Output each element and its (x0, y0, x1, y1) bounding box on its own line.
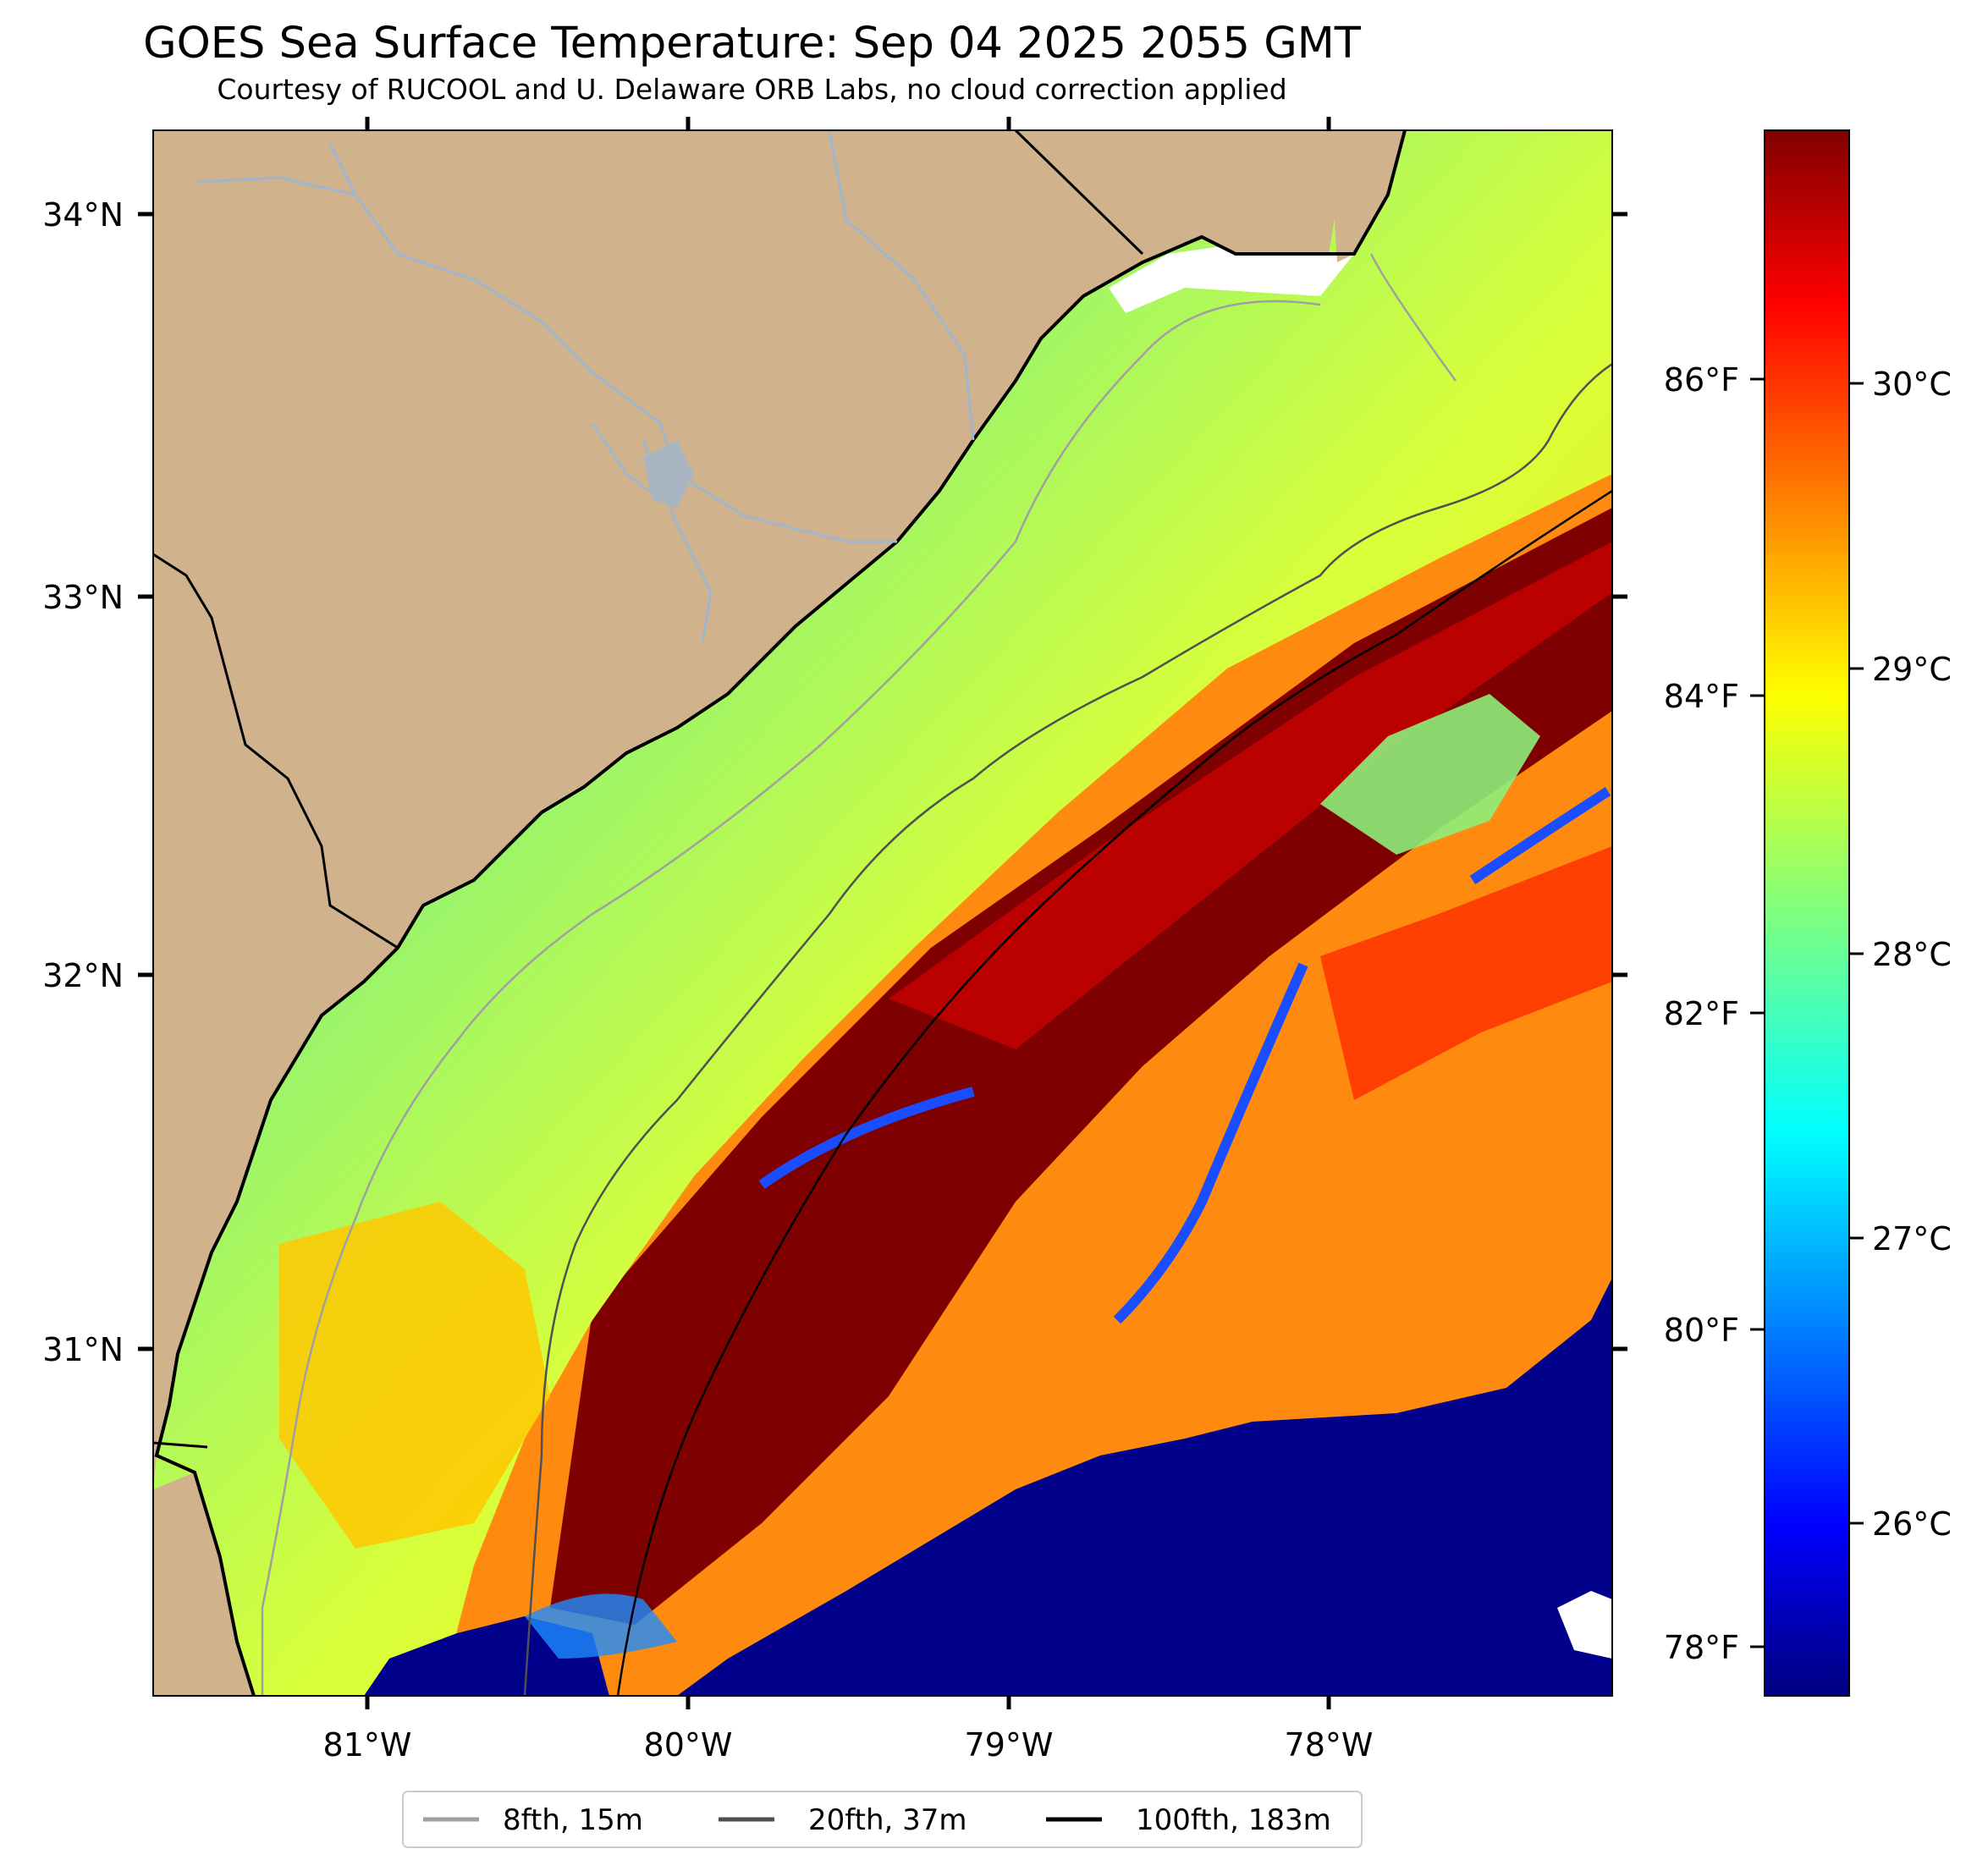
river-1 (194, 176, 897, 543)
longitude-axis: 81°W 80°W 79°W 78°W (323, 117, 1374, 1764)
state-border-nc-sc (1014, 130, 1144, 256)
white-cloud-patch (1557, 1591, 1612, 1659)
lat-tick-label: 33°N (42, 579, 124, 616)
celsius-tick-label: 30°C (1872, 366, 1952, 403)
cold-filament-1 (758, 1087, 975, 1189)
colorbar: 86°F 84°F 82°F 80°F 78°F 30°C 29°C 28°C … (1664, 129, 1952, 1697)
isobath-15m (261, 253, 1457, 1696)
nearshore-gap (1109, 245, 1354, 313)
green-eddy (1320, 694, 1540, 855)
river-2 (328, 143, 661, 501)
fahrenheit-tick-label: 82°F (1664, 995, 1739, 1032)
state-border-ga-fl (153, 1441, 208, 1449)
lake (643, 440, 694, 508)
legend-label-100fth: 100fth, 183m (1136, 1803, 1331, 1837)
gulf-stream-edge (889, 542, 1612, 1049)
lon-tick-label: 78°W (1285, 1726, 1374, 1764)
lon-tick-label: 80°W (644, 1726, 733, 1764)
celsius-tick-label: 29°C (1872, 651, 1952, 688)
fahrenheit-tick-label: 80°F (1664, 1312, 1739, 1349)
cold-filament-3 (1469, 786, 1611, 884)
legend-label-8fth: 8fth, 15m (503, 1803, 643, 1837)
fahrenheit-axis: 86°F 84°F 82°F 80°F 78°F (1664, 361, 1765, 1666)
cold-filament-2 (1113, 962, 1308, 1324)
colorbar-gradient (1764, 129, 1850, 1697)
warm-shelf-patch (279, 1202, 550, 1549)
legend-label-20fth: 20fth, 37m (808, 1803, 967, 1837)
lat-tick-label: 34°N (42, 196, 124, 234)
isobath-183m (616, 489, 1612, 1696)
land-mass (153, 130, 1354, 1489)
legend-box (402, 1791, 1363, 1848)
river-3 (828, 130, 975, 441)
fahrenheit-tick-label: 78°F (1664, 1629, 1739, 1666)
celsius-axis: 30°C 29°C 28°C 27°C 26°C (1849, 366, 1952, 1543)
map-area (153, 130, 1612, 1696)
celsius-tick-label: 28°C (1872, 936, 1952, 973)
red-filament (1320, 846, 1612, 1100)
celsius-tick-label: 27°C (1872, 1220, 1952, 1257)
celsius-tick-label: 26°C (1872, 1505, 1952, 1543)
lat-tick-label: 32°N (42, 957, 124, 994)
lat-tick-label: 31°N (42, 1331, 124, 1368)
lon-tick-label: 81°W (323, 1726, 412, 1764)
state-border-sc-ga (153, 553, 399, 949)
chart-title: GOES Sea Surface Temperature: Sep 04 202… (143, 19, 1361, 69)
map-frame (152, 129, 1613, 1697)
land-strip-south (153, 1472, 254, 1696)
lon-tick-label: 79°W (965, 1726, 1054, 1764)
land-north (1329, 130, 1405, 262)
fahrenheit-tick-label: 86°F (1664, 361, 1739, 399)
coastline (154, 130, 1407, 1696)
fahrenheit-tick-label: 84°F (1664, 678, 1739, 715)
isobath-37m (523, 362, 1612, 1696)
cold-edge-fringe (525, 1593, 677, 1659)
latitude-axis: 34°N 33°N 32°N 31°N (42, 196, 1627, 1368)
chart-subtitle: Courtesy of RUCOOL and U. Delaware ORB L… (217, 73, 1287, 106)
isobath-legend: 8fth, 15m 20fth, 37m 100fth, 183m (402, 1791, 1363, 1848)
cold-water-region (677, 1278, 1612, 1696)
